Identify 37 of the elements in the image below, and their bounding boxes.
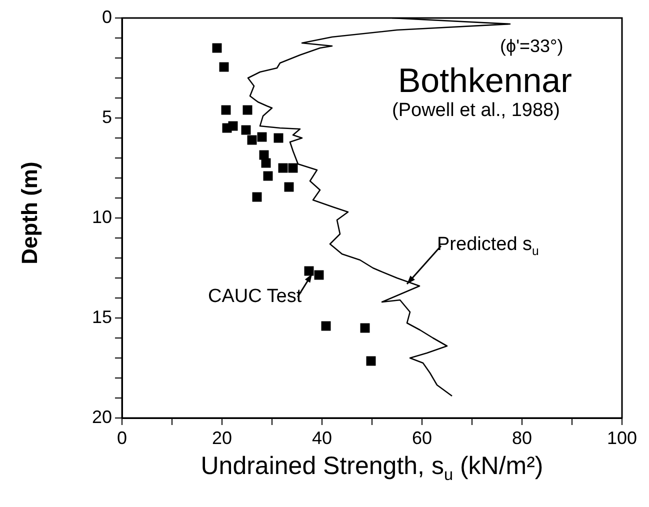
point (242, 105, 252, 115)
point (247, 135, 257, 145)
x-tick-label: 80 (512, 428, 532, 448)
y-axis-title: Depth (m) (17, 160, 43, 266)
x-tick-label: 0 (116, 428, 128, 448)
x-tick-label: 60 (412, 428, 432, 448)
annotation: (Powell et al., 1988) (392, 100, 560, 122)
x-axis-title: Undrained Strength, s$_{u}$ (kN/m²) (200, 452, 544, 485)
annotation: (ϕ'=33°) (500, 36, 564, 57)
y-tick-label: 5 (102, 106, 112, 127)
y-tick-label: 10 (92, 206, 112, 227)
point (360, 323, 370, 333)
y-tick-label: 0 (102, 6, 112, 27)
point (284, 182, 294, 192)
point (314, 270, 324, 280)
point (288, 163, 298, 173)
annotation: Predicted s$_{u}$ (437, 234, 539, 258)
x-tick-label: 100 (606, 428, 638, 448)
point (366, 356, 376, 366)
x-tick-label: 40 (312, 428, 332, 448)
point (212, 43, 222, 53)
point (252, 192, 262, 202)
point (274, 133, 284, 143)
point (321, 321, 331, 331)
annotation: CAUC Test (208, 286, 302, 308)
y-tick-label: 20 (92, 406, 112, 427)
point (221, 105, 231, 115)
point (278, 163, 288, 173)
point (257, 132, 267, 142)
point (219, 62, 229, 72)
point (228, 121, 238, 131)
point (261, 158, 271, 168)
x-tick-label: 20 (212, 428, 232, 448)
y-tick-label: 15 (92, 306, 112, 327)
point (241, 125, 251, 135)
point (263, 171, 273, 181)
annotation: Bothkennar (398, 62, 572, 101)
